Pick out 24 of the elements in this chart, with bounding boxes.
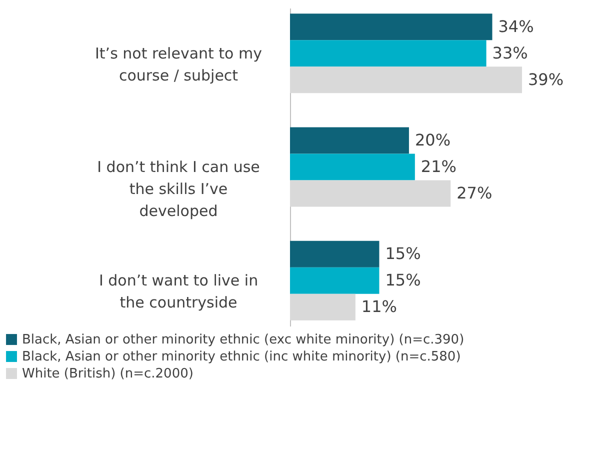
data-label: 33% [492, 43, 528, 62]
bar [290, 127, 409, 154]
bar [290, 154, 415, 180]
bar [290, 267, 380, 294]
bar [290, 66, 522, 94]
data-label: 21% [420, 157, 456, 176]
data-label: 27% [456, 184, 492, 202]
bar [290, 14, 492, 40]
bar [290, 294, 356, 320]
legend-label: Black, Asian or other minority ethnic (exc white minority) (n=c.390) [22, 332, 464, 348]
legend-label: Black, Asian or other minority ethnic (inc white minority) (n=c.580) [22, 350, 461, 364]
data-label: 11% [361, 297, 397, 316]
data-label: 20% [414, 130, 451, 150]
data-label: 39% [528, 70, 564, 89]
data-label: 15% [385, 270, 421, 290]
y-tick-label: It’s not relevant to my course / subject [95, 44, 262, 84]
data-label: 34% [498, 16, 534, 36]
legend-label: White (British) (n=c.2000) [22, 366, 194, 382]
y-tick-label: I don’t want to live in the countryside [98, 272, 258, 312]
bar [290, 40, 486, 67]
y-tick-label: I don’t think I can use the skills I’ve developed [97, 158, 260, 220]
bar [290, 180, 451, 207]
data-label: 15% [385, 244, 421, 264]
bar [290, 240, 380, 268]
